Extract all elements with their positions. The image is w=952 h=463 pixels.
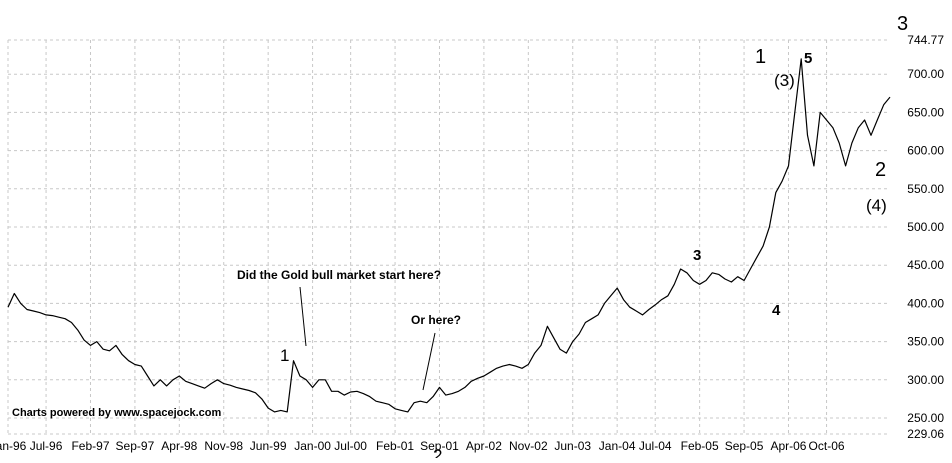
annotation-paren4: (4) <box>866 196 887 215</box>
y-tick-label: 650.00 <box>907 105 944 119</box>
axis-layer: 744.77 700.00 650.00 600.00 550.00 500.00 450.… <box>0 33 944 453</box>
x-tick-label: Jul-04 <box>639 439 672 453</box>
annotation-w5-2006: 5 <box>804 50 812 67</box>
annotation-paren3: (3) <box>774 71 795 90</box>
x-tick-label: Apr-06 <box>770 439 806 453</box>
credit-text: Charts powered by www.spacejock.com <box>12 407 221 419</box>
pointer-or-here <box>422 332 436 391</box>
annotation-w1-1999: 1 <box>280 346 289 365</box>
y-tick-label: 400.00 <box>907 296 944 310</box>
x-tick-label: Nov-02 <box>509 439 548 453</box>
x-tick-label: Feb-01 <box>376 439 414 453</box>
x-tick-label: Jun-03 <box>554 439 591 453</box>
pointer-start-here <box>299 286 307 347</box>
y-tick-label: 744.77 <box>907 33 944 47</box>
y-tick-label: 600.00 <box>907 144 944 158</box>
y-tick-label: 250.00 <box>907 411 944 425</box>
x-tick-label: Jun-99 <box>250 439 287 453</box>
x-tick-label: Jan-04 <box>599 439 636 453</box>
x-tick-label: Sep-01 <box>420 439 459 453</box>
x-tick-label: Apr-98 <box>161 439 197 453</box>
x-tick-label: Jul-00 <box>334 439 367 453</box>
annotation-w3-2004: 3 <box>693 247 701 264</box>
x-tick-label: Apr-02 <box>466 439 502 453</box>
annotation-layer: Did the Gold bull market start here? Or h… <box>12 13 908 463</box>
x-tick-label: Nov-98 <box>204 439 243 453</box>
annotation-big3: 3 <box>897 13 908 35</box>
annotation-w4-2005: 4 <box>772 302 781 319</box>
annotation-big2: 2 <box>875 159 886 181</box>
x-tick-label: Feb-97 <box>71 439 109 453</box>
annotation-or-here: Or here? <box>411 313 461 327</box>
annotation-big1: 1 <box>755 46 766 68</box>
grid-layer <box>7 39 890 435</box>
line-layer <box>7 58 891 413</box>
x-tick-label: Jul-96 <box>30 439 63 453</box>
x-tick-label: Oct-06 <box>809 439 845 453</box>
x-tick-label: Sep-97 <box>116 439 155 453</box>
y-tick-label: 700.00 <box>907 67 944 81</box>
y-tick-label: 550.00 <box>907 182 944 196</box>
y-tick-label: 500.00 <box>907 220 944 234</box>
annotation-w2-2001: 2 <box>433 446 442 458</box>
x-tick-label: Jan-00 <box>294 439 331 453</box>
x-tick-label: Jan-96 <box>0 439 27 453</box>
y-tick-label: 350.00 <box>907 335 944 349</box>
x-tick-label: Sep-05 <box>725 439 764 453</box>
price-series-line <box>7 58 891 413</box>
x-tick-label: Feb-05 <box>681 439 719 453</box>
y-tick-label: 300.00 <box>907 373 944 387</box>
y-tick-label: 450.00 <box>907 258 944 272</box>
annotation-start-here: Did the Gold bull market start here? <box>237 268 441 282</box>
y-tick-label: 229.06 <box>907 427 944 441</box>
